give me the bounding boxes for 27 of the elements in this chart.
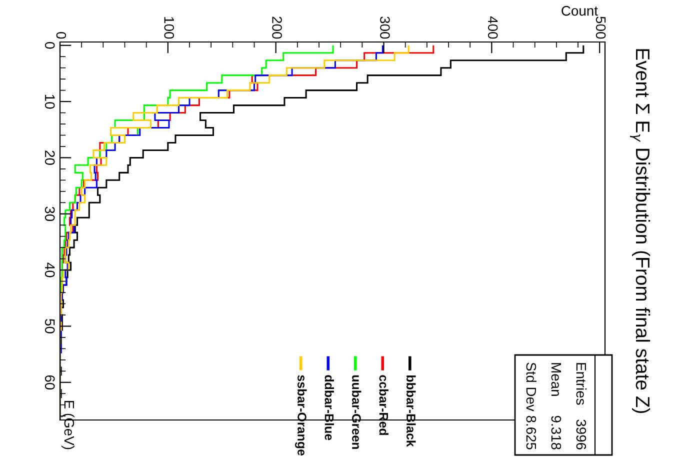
y-tick-label: 60 [44,375,55,390]
y-tick-label: 30 [44,206,55,222]
y-tick-label: 0 [44,42,55,49]
annotation: Entries [576,363,586,405]
annotation: Mean [551,363,561,396]
legend-label: bbbar-Black [406,375,416,447]
x-tick-label: 100 [164,17,174,39]
annotation: Std Dev [526,362,536,412]
legend-label: uubar-Green [352,375,362,449]
y-axis-title: E (GeV) [62,400,74,450]
x-tick-label: 200 [272,16,282,39]
x-tick-label: 400 [488,16,498,39]
legend-label: ccbar-Red [379,375,388,435]
legend-label: ssbar-Orange [295,375,307,456]
x-tick-label: 300 [380,16,390,39]
y-tick-label: 50 [44,319,55,334]
x-axis-title: Count [562,6,598,16]
legend-label: ddbar-Blue [324,375,334,440]
x-tick-label: 500 [596,16,606,39]
y-tick-label: 40 [44,262,55,278]
annotation: 8.625 [526,416,536,450]
x-tick-label: 0 [56,32,66,39]
y-tick-label: 20 [44,150,55,165]
text: Event Σ E$_{γ}$ Distribution (From final state Z) [630,49,650,414]
annotation: 3996 [576,420,586,450]
annotation: 9.318 [551,416,562,450]
y-tick-label: 10 [44,94,55,109]
